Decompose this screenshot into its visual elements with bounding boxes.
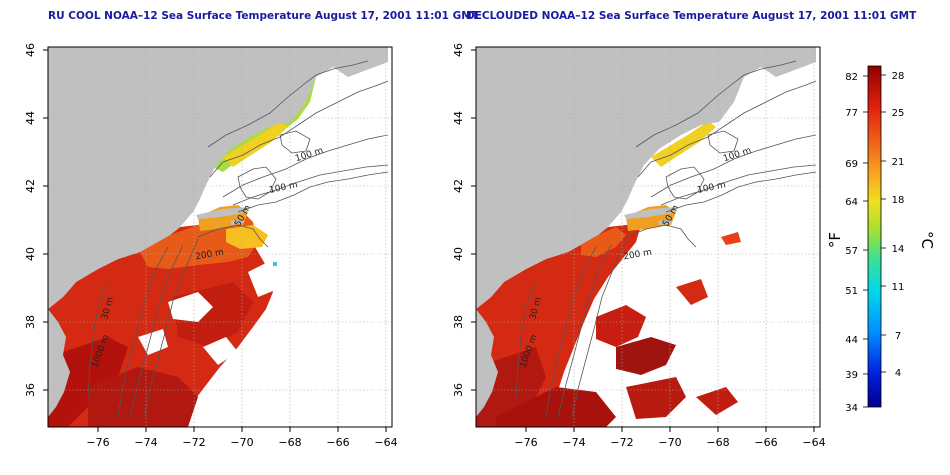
colorbar-f-tick-label: 57: [845, 246, 858, 257]
colorbar-c-tick-label: 21: [892, 157, 905, 168]
y-tick-label: 42: [24, 179, 37, 193]
colorbar-c-tick-label: 4: [895, 368, 901, 379]
colorbar-f-tick-label: 82: [845, 72, 858, 83]
x-tick-label: −76: [514, 436, 537, 449]
colorbar-f-tick-label: 51: [845, 286, 858, 297]
right-panel-title: DECLOUDED NOAA–12 Sea Surface Temperatur…: [466, 10, 917, 22]
y-tick-label: 46: [24, 43, 37, 57]
colorbar-f-tick-label: 77: [845, 108, 858, 119]
x-tick-label: −72: [610, 436, 633, 449]
colorbar-fahrenheit-label: °F: [826, 232, 844, 248]
x-tick-label: −64: [374, 436, 397, 449]
colorbar-c-tick-label: 14: [892, 244, 905, 255]
x-tick-label: −66: [326, 436, 349, 449]
map-frame: [475, 46, 821, 428]
colorbar-gradient: [867, 65, 882, 408]
contour-label: 200 m: [623, 248, 653, 263]
y-tick-label: 42: [452, 179, 465, 193]
y-tick-label: 40: [452, 247, 465, 261]
left-panel-title: RU COOL NOAA–12 Sea Surface Temperature …: [48, 10, 479, 22]
x-tick-label: −64: [802, 436, 825, 449]
x-tick-label: −76: [86, 436, 109, 449]
colorbar-c-tick-label: 18: [892, 195, 905, 206]
colorbar-f-tick-label: 44: [845, 335, 858, 346]
y-tick-label: 46: [452, 43, 465, 57]
y-tick-label: 38: [452, 315, 465, 329]
y-tick-label: 40: [24, 247, 37, 261]
colorbar-c-tick-label: 28: [892, 71, 905, 82]
colorbar-c-tick-label: 7: [895, 331, 901, 342]
x-tick-label: −68: [278, 436, 301, 449]
y-tick-label: 36: [452, 383, 465, 397]
y-tick-label: 36: [24, 383, 37, 397]
contour-label: 200 m: [195, 248, 225, 263]
map-frame: [47, 46, 393, 428]
x-tick-label: −70: [230, 436, 253, 449]
y-tick-label: 38: [24, 315, 37, 329]
colorbar-c-tick-label: 25: [892, 108, 905, 119]
x-tick-label: −72: [182, 436, 205, 449]
y-tick-label: 44: [452, 111, 465, 125]
x-tick-label: −74: [562, 436, 585, 449]
left-sst-map: [48, 47, 392, 427]
x-tick-label: −74: [134, 436, 157, 449]
colorbar-f-tick-label: 39: [845, 370, 858, 381]
colorbar-f-tick-label: 69: [845, 159, 858, 170]
colorbar-c-tick-label: 11: [892, 282, 905, 293]
temperature-colorbar: 82 77 69 64 57 51 44 39 34 28 25 21 18 14 11 7 4 °F °C: [826, 65, 936, 414]
x-tick-label: −68: [706, 436, 729, 449]
right-sst-map: [476, 47, 820, 427]
x-tick-label: −70: [658, 436, 681, 449]
y-tick-label: 44: [24, 111, 37, 125]
colorbar-f-tick-label: 64: [845, 197, 858, 208]
colorbar-celsius-label: °C: [918, 231, 936, 249]
colorbar-f-tick-label: 34: [845, 403, 858, 414]
x-tick-label: −66: [754, 436, 777, 449]
